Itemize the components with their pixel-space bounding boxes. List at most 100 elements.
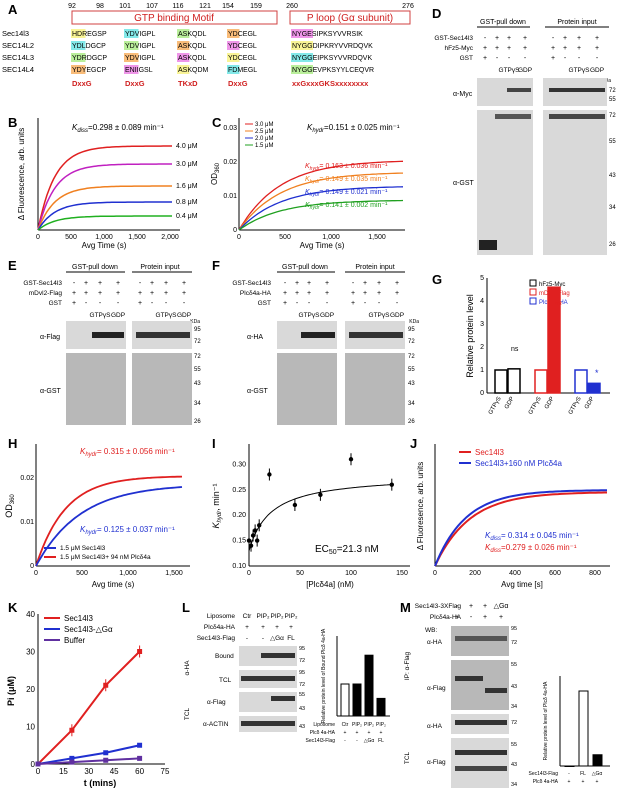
- l-blot-0: Bound: [215, 653, 234, 660]
- f-lane-1: GDP: [320, 312, 334, 319]
- l-bar-2: [364, 654, 374, 717]
- d-signs-1-2: +: [507, 45, 511, 52]
- f-mw-top-1: 72: [408, 339, 415, 345]
- i-point-5: [257, 523, 262, 528]
- b-curve-4: [37, 215, 172, 231]
- f-header-0: GST-pull down: [282, 264, 328, 271]
- i-point-4: [254, 538, 260, 543]
- e-blot-label-1: α-GST: [40, 388, 61, 395]
- f-signs-input-2-1: -: [364, 300, 367, 307]
- l-bar-row-0: Liposome: [313, 722, 335, 728]
- m-blot-0: α-HA: [427, 639, 443, 646]
- c-annot: Khydr=0.151 ± 0.025 min⁻¹: [307, 123, 400, 134]
- panel-label-c: C: [212, 115, 222, 130]
- f-signs-1-0: +: [283, 290, 287, 297]
- e-signs-input-1-2: +: [164, 290, 168, 297]
- d-signs-1-3: +: [523, 45, 527, 52]
- f-row-2: GST: [258, 300, 271, 307]
- l-row-1: Plcδ4a-HA: [204, 624, 236, 631]
- m-sign-0-3: △Gα: [494, 603, 509, 610]
- b-series-label-0: 4.0 μM: [176, 143, 198, 150]
- d-signs-2-1: -: [496, 55, 499, 62]
- f-mw-b-3: 34: [408, 401, 415, 407]
- m-mw-8: 34: [511, 782, 517, 788]
- f-signs-input-0-3: +: [395, 280, 399, 287]
- d-signs-input-0-2: +: [577, 35, 581, 42]
- j-xlabel: Avg time [s]: [501, 580, 543, 589]
- k-xtick-5: 75: [161, 767, 170, 776]
- e-signs-input-1-1: +: [150, 290, 154, 297]
- consensus-0: DxxG: [72, 79, 92, 88]
- m-mw-7: 43: [511, 762, 517, 768]
- d-lane-input-1: GDP: [590, 67, 604, 74]
- j-ylabel: Δ Fluoresence, arb. units: [416, 462, 425, 551]
- pos-101: 101: [119, 3, 131, 10]
- m-mw-4: 34: [511, 704, 517, 710]
- g-ytick-3: 3: [480, 321, 484, 328]
- seq-2-4: NYGGEIPKSYVVRDQVK: [292, 55, 372, 62]
- e-mw-b-3: 34: [194, 401, 201, 407]
- e-signs-input-2-2: -: [165, 300, 168, 307]
- m-bar-col-1-0: +: [568, 779, 571, 785]
- g-xlabel-5: GDP: [584, 396, 596, 410]
- d-signs-input-1-3: +: [595, 45, 599, 52]
- e-signs-1-3: +: [116, 290, 120, 297]
- m-blot-1: α-Flag: [427, 685, 446, 692]
- c-xtick-3: 1,500: [368, 234, 386, 241]
- k-marker-2-3: [137, 755, 143, 761]
- pos-98: 98: [96, 3, 104, 10]
- i-xlabel: [Plcδ4a] (nM): [306, 580, 354, 589]
- seq-2-2: ASKQDL: [178, 55, 207, 62]
- h-xtick-1: 500: [76, 570, 88, 577]
- d-signs-2-3: -: [524, 55, 527, 62]
- g-xlabel-0: GTPγS: [488, 396, 503, 416]
- e-mw-b-2: 43: [194, 381, 201, 387]
- d-signs-input-2-2: -: [578, 55, 581, 62]
- m-mw-0: 95: [511, 626, 517, 632]
- l-bar-col-2-0: -: [344, 738, 346, 744]
- l-bar-ylabel: Relative protein level of Bound Plcδ 4a-…: [321, 628, 327, 723]
- k-line-1: [37, 744, 140, 765]
- seq-2-3: YDCEGL: [228, 55, 257, 62]
- h-legend-1: 1.5 μM Sec14l3+ 94 nM Plcδ4a: [60, 554, 151, 561]
- seq-2-1: YDVIGPL: [125, 55, 155, 62]
- m-bar-row-0: Sec14l3-Flag: [529, 771, 559, 777]
- k-legend-0: Sec14l3: [64, 614, 93, 623]
- e-signs-2-3: -: [117, 300, 120, 307]
- j-xtick-1: 200: [469, 570, 481, 577]
- j-xtick-3: 600: [549, 570, 561, 577]
- motif-ploop: P loop (Gα subunit): [307, 13, 393, 24]
- h-curve-red: [35, 475, 183, 567]
- i-point-3: [252, 528, 258, 533]
- k-marker-2-1: [69, 759, 75, 765]
- l-col-1-2: +: [275, 624, 279, 631]
- e-signs-input-0-2: +: [164, 280, 168, 287]
- l-mw-0: 95: [299, 646, 305, 652]
- c-curve-3: [238, 199, 404, 231]
- seq-row-name-3: SEC14L4: [2, 65, 34, 74]
- panel-e-blot: GST-pull down Protein input GST-Sec14l3 …: [23, 264, 201, 425]
- l-col-2-3: FL: [287, 635, 295, 642]
- e-header-1: Protein input: [140, 264, 179, 271]
- l-side-0: α-HA: [184, 660, 191, 676]
- l-bar-0: [340, 683, 350, 717]
- d-blot-label-1: α-GST: [453, 180, 474, 187]
- g-bar-1-0: [534, 369, 548, 394]
- l-col-0-1: PIP₂: [257, 613, 270, 620]
- m-bar-col-0-2: △Gα: [592, 771, 603, 777]
- c-ylabel: OD360: [210, 162, 221, 185]
- seq-0-2: ASKQDL: [178, 31, 207, 38]
- l-bar-col-0-3: PIP₂: [376, 722, 386, 728]
- d-row-1: hFz5-Myc: [444, 45, 473, 52]
- e-row-2: GST: [49, 300, 62, 307]
- m-sign-0-0: -: [456, 603, 459, 610]
- i-xtick-2: 100: [345, 570, 357, 577]
- l-bar-col-0-0: Ctr: [342, 722, 349, 728]
- g-bar-2-1: [587, 382, 601, 394]
- f-signs-input-0-0: -: [352, 280, 355, 287]
- f-row-0: GST-Sec14l3: [232, 280, 271, 287]
- h-curve-blue: [35, 486, 183, 567]
- b-curve-1: [37, 163, 172, 231]
- l-mw-4: 55: [299, 692, 305, 698]
- e-row-0: GST-Sec14l3: [23, 280, 62, 287]
